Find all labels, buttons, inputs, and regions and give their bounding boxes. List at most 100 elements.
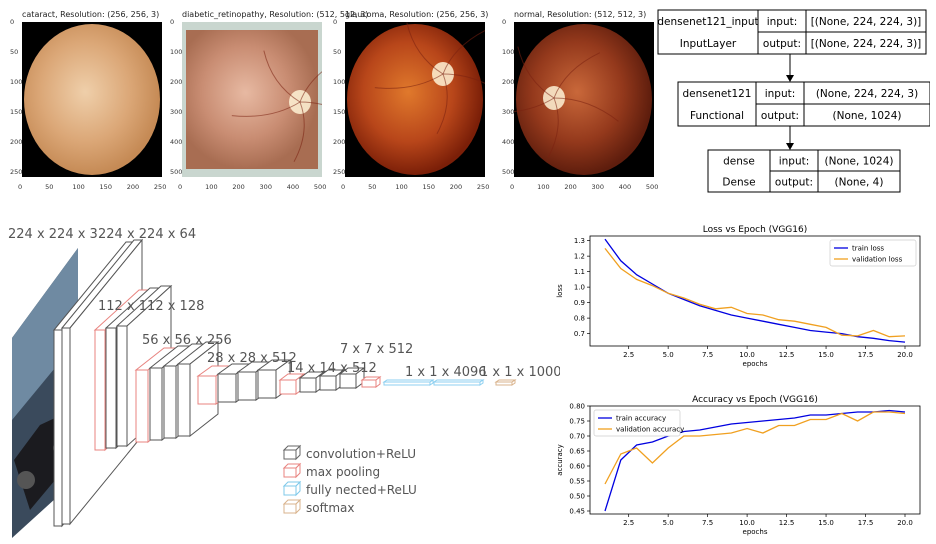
legend-item: convolution+ReLU [282, 444, 416, 461]
x-tick-label: 2.5 [623, 351, 634, 359]
y-tick-label: 1.1 [574, 268, 585, 276]
model-layer-dense: dense Dense input: output: (None, 1024) (None… [707, 149, 901, 193]
fundus-ytick: 150 [333, 108, 346, 117]
x-axis-label: epochs [743, 528, 768, 536]
fundus-xtick: 0 [18, 183, 23, 191]
fundus-ytick: 400 [170, 138, 183, 147]
blood-vessel [263, 50, 301, 103]
layer-name: densenet121_input [657, 16, 758, 28]
fundus-xtick: 250 [153, 183, 167, 191]
output-shape: (None, 4) [835, 177, 884, 189]
fundus-xtick: 400 [618, 183, 632, 191]
blood-vessel [547, 97, 559, 159]
fc-block [382, 379, 435, 386]
fundus-xtick: 100 [205, 183, 218, 191]
blood-vessel [293, 101, 305, 163]
chart-legend: train loss validation loss [829, 239, 917, 267]
y-tick-label: 0.70 [569, 433, 585, 441]
fundus-xtick: 200 [564, 183, 577, 191]
output-label: output: [775, 177, 813, 189]
x-tick-label: 20.0 [897, 351, 913, 359]
fundus-ytick: 500 [502, 168, 515, 177]
x-tick-label: 15.0 [818, 351, 834, 359]
input-shape: (None, 1024) [825, 156, 894, 168]
legend-label: convolution+ReLU [306, 447, 416, 461]
model-layer-densenet121: densenet121 Functional input: output: (None,… [677, 81, 930, 127]
fundus-xtick: 0 [510, 183, 515, 191]
legend-entry: train loss [852, 245, 884, 253]
fundus-xtick: 500 [313, 183, 327, 191]
y-tick-label: 0.8 [574, 315, 585, 323]
y-tick-label: 0.45 [569, 508, 585, 516]
fundus-xtick: 200 [126, 183, 140, 191]
fundus-xtick: 200 [232, 183, 245, 191]
vgg16-architecture-diagram: 224 x 224 x 3 224 x 224 x 64 112 x 112 x 1… [8, 227, 560, 538]
layer-type: Dense [722, 177, 755, 189]
fundus-ytick: 100 [170, 48, 183, 57]
blood-vessel [231, 101, 301, 117]
fundus-ytick: 400 [502, 138, 515, 147]
layer-dim-label: 7 x 7 x 512 [340, 342, 413, 357]
fundus-xtick: 150 [422, 183, 435, 191]
layer-dim-label: 1 x 1 x 1000 [480, 365, 560, 380]
fundus-xtick: 100 [72, 183, 85, 191]
y-tick-label: 0.80 [569, 403, 585, 411]
fundus-xtick: 250 [476, 183, 490, 191]
retina-disc [516, 24, 652, 175]
layer-type: InputLayer [680, 38, 737, 50]
fundus-xtick: 50 [45, 183, 54, 191]
fundus-xtick: 400 [286, 183, 300, 191]
legend-item: softmax [282, 498, 354, 515]
fundus-xtick: 0 [178, 183, 183, 191]
fundus-ytick: 0 [10, 18, 15, 26]
softmax-block [494, 379, 517, 386]
x-tick-label: 12.5 [779, 351, 795, 359]
y-tick-label: 1.2 [574, 253, 585, 261]
fundus-title-2: glaucoma, Resolution: (256, 256, 3) [345, 10, 489, 19]
blood-vessel [553, 97, 619, 122]
model-layer-densenet121_input: densenet121_input InputLayer input: output:… [657, 9, 927, 55]
legend-entry: validation accuracy [616, 426, 684, 434]
layer-dim-label: 224 x 224 x 3 [8, 227, 98, 242]
fundus-title-3: normal, Resolution: (512, 512, 3) [514, 10, 647, 19]
fundus-ytick: 200 [170, 78, 183, 87]
fundus-title-1: diabetic_retinopathy, Resolution: (512, … [182, 10, 369, 19]
x-tick-label: 2.5 [623, 519, 634, 527]
fundus-ytick: 0 [502, 18, 507, 26]
y-tick-label: 0.9 [574, 299, 585, 307]
x-tick-label: 10.0 [739, 351, 755, 359]
fundus-xtick: 200 [449, 183, 463, 191]
fundus-xtick: 100 [395, 183, 408, 191]
layer-type: Functional [690, 110, 744, 122]
x-tick-label: 7.5 [702, 519, 713, 527]
loss-chart: Loss vs Epoch (VGG16) 2.5 5.0 7.5 10.0 12.5 15… [556, 225, 921, 368]
y-axis-label: accuracy [556, 444, 564, 476]
fundus-ytick: 0 [170, 18, 175, 26]
fundus-ytick: 100 [502, 48, 515, 57]
input-label: input: [779, 156, 810, 168]
blood-vessel [436, 73, 448, 135]
blood-vessel [299, 101, 322, 105]
accuracy-chart: Accuracy vs Epoch (VGG16) 2.5 5.0 7.5 10.0 12… [556, 395, 921, 536]
fc-block [432, 379, 485, 386]
input-label: input: [765, 88, 796, 100]
retina-disc [347, 24, 483, 175]
blood-vessel [299, 71, 322, 103]
input-shape: [(None, 224, 224, 3)] [811, 16, 922, 28]
fundus-image-glaucoma [345, 22, 485, 177]
fundus-ytick: 500 [170, 168, 183, 177]
fundus-ytick: 200 [10, 138, 23, 147]
plot-frame [589, 405, 921, 515]
fundus-ytick: 50 [10, 48, 19, 57]
series-line-1 [604, 411, 906, 485]
legend-item: fully nected+ReLU [282, 480, 417, 497]
conv-block-14 [338, 367, 366, 389]
series-line-0 [604, 409, 906, 512]
legend-label: fully nected+ReLU [306, 483, 417, 497]
fundus-title-0: cataract, Resolution: (256, 256, 3) [22, 10, 160, 19]
blood-vessel [406, 22, 444, 75]
fundus-xtick: 150 [99, 183, 112, 191]
blood-vessel [374, 73, 444, 89]
layer-name: dense [723, 156, 755, 168]
x-tick-label: 17.5 [858, 519, 874, 527]
